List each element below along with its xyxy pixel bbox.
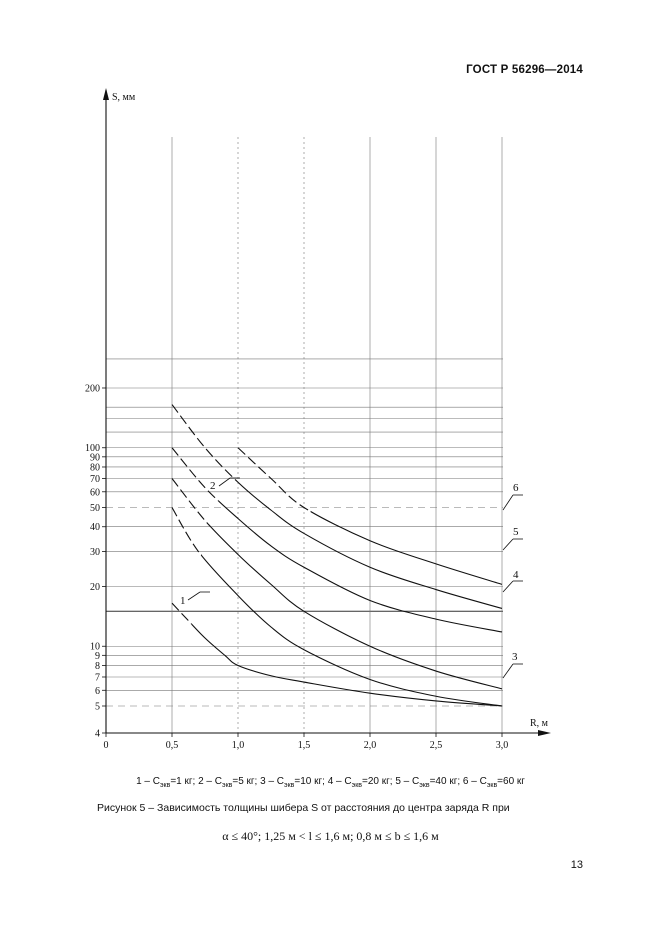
x-tick-label: 2,0 — [364, 740, 377, 751]
y-tick-label: 90 — [90, 452, 100, 463]
y-tick-label: 40 — [90, 522, 100, 533]
legend-item-2: 2 – Cэкв=5 кг; — [198, 776, 261, 789]
y-tick-label: 80 — [90, 462, 100, 473]
curve-2 — [201, 554, 503, 707]
y-tick-label: 4 — [95, 729, 100, 740]
legend-item-3: 3 – Cэкв=10 кг; — [260, 776, 328, 789]
figure-conditions: α ≤ 40°; 1,25 м < l ≤ 1,6 м; 0,8 м ≤ b ≤… — [222, 829, 439, 843]
y-tick-label: 20 — [90, 582, 100, 593]
curve-6 — [310, 510, 503, 585]
chart-curves — [171, 404, 503, 707]
curve-label-leader — [218, 477, 231, 487]
curve-label-4: 4 — [513, 569, 519, 581]
legend: 1 – Cэкв=1 кг; 2 – Cэкв=5 кг; 3 – Cэкв=1… — [0, 776, 661, 789]
y-tick-label: 5 — [95, 702, 100, 713]
y-tick-label: 10 — [90, 642, 100, 653]
y-tick-label: 8 — [95, 661, 100, 672]
x-tick-label: 1,5 — [298, 740, 311, 751]
y-tick-label: 100 — [85, 443, 100, 454]
curve-6-dashed — [237, 447, 311, 513]
legend-item-6: 6 – Cэкв=60 кг — [462, 776, 525, 789]
legend-item-1: 1 – Cэкв=1 кг; — [136, 776, 199, 789]
curve-label-6: 6 — [513, 482, 519, 494]
x-tick-label: 3,0 — [496, 740, 509, 751]
curve-1 — [191, 623, 503, 707]
curve-label-leader — [502, 494, 514, 511]
y-tick-label: 30 — [90, 547, 100, 558]
page-number: 13 — [570, 859, 583, 871]
y-axis-arrow — [103, 88, 109, 100]
x-tick-label: 2,5 — [430, 740, 443, 751]
curve-label-leader — [187, 591, 201, 601]
curve-label-5: 5 — [513, 526, 519, 538]
legend-item-4: 4 – Cэкв=20 кг; — [327, 776, 396, 789]
x-tick-label: 0 — [104, 740, 109, 751]
y-tick-label: 7 — [95, 672, 100, 683]
figure-caption: Рисунок 5 – Зависимость толщины шибера S… — [97, 802, 510, 814]
x-tick-label: 1,0 — [232, 740, 245, 751]
y-axis-label: S, мм — [112, 92, 136, 103]
curve-5-dashed — [171, 404, 238, 484]
y-tick-label: 200 — [85, 383, 100, 394]
chart-axes — [102, 88, 551, 737]
curve-4-dashed — [171, 447, 219, 502]
x-axis-label: R, м — [530, 718, 549, 729]
curve-4 — [218, 500, 503, 633]
curve-label-1: 1 — [180, 595, 186, 607]
x-tick-label: 0,5 — [166, 740, 179, 751]
curve-label-3: 3 — [512, 651, 518, 663]
legend-item-5: 5 – Cэкв=40 кг; — [395, 776, 463, 789]
curve-label-2: 2 — [210, 480, 216, 492]
y-tick-label: 9 — [95, 651, 100, 662]
x-axis-arrow — [538, 730, 551, 736]
curve-label-leader — [502, 580, 514, 593]
curve-label-leader — [502, 538, 514, 551]
standard-header: ГОСТ Р 56296—2014 — [466, 64, 583, 76]
curve-3-dashed — [171, 478, 209, 526]
chart-grid — [106, 137, 503, 733]
curve-5 — [238, 481, 503, 609]
y-tick-label: 60 — [90, 487, 100, 498]
y-tick-label: 70 — [90, 474, 100, 485]
y-tick-label: 50 — [90, 503, 100, 514]
y-tick-label: 6 — [95, 686, 100, 697]
curve-label-leader — [502, 663, 514, 679]
curve-3 — [208, 524, 503, 690]
